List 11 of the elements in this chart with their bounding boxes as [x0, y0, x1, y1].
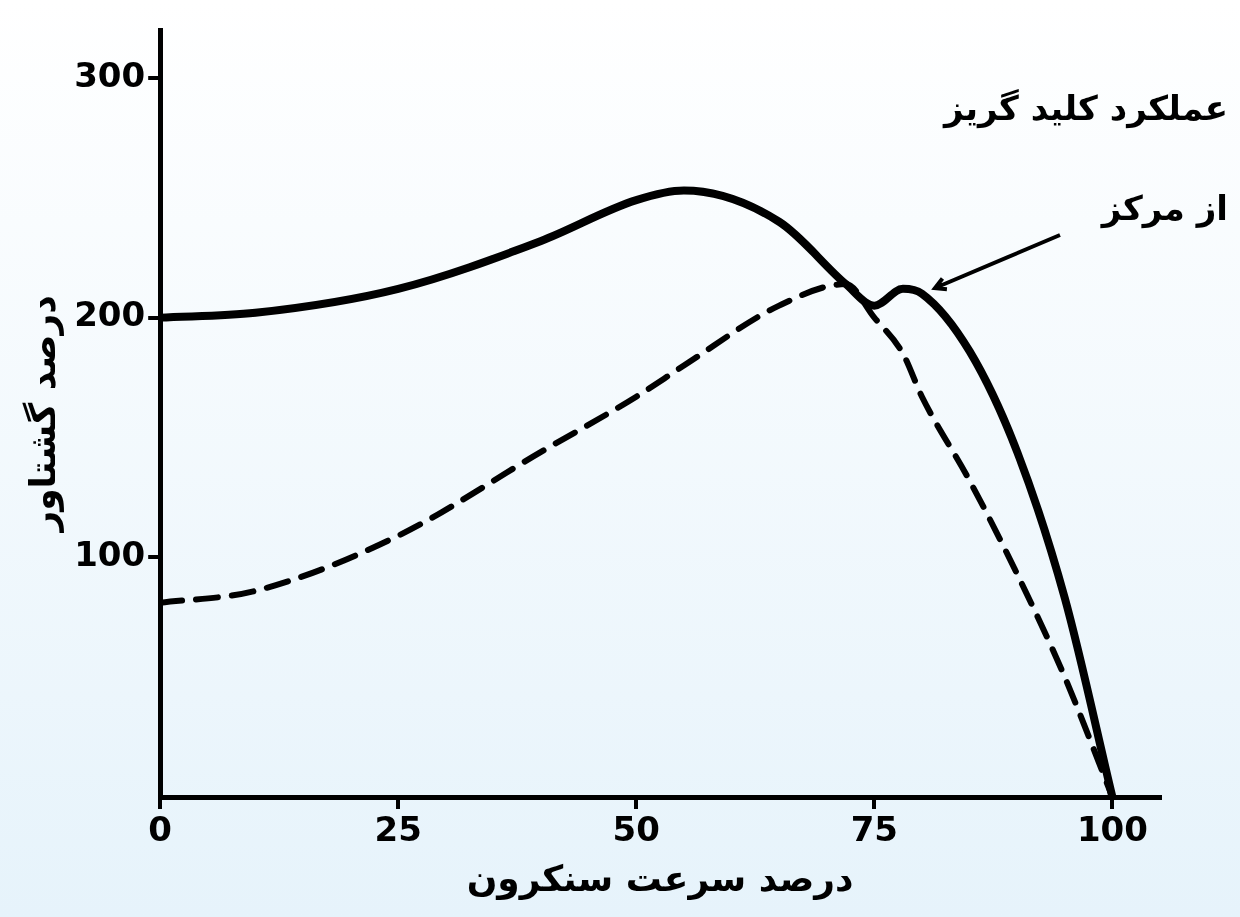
x-tick-label: 75 — [850, 809, 898, 850]
y-tick-label: 300 — [74, 54, 146, 95]
x-tick-label: 0 — [148, 809, 173, 850]
x-tick-label: 100 — [1076, 809, 1148, 850]
y-axis-title: درصد گشتاور — [21, 295, 64, 534]
y-tick-label: 100 — [74, 534, 146, 575]
x-tick-label: 50 — [612, 809, 660, 850]
x-tick-label: 25 — [374, 809, 422, 850]
x-axis-title: درصد سرعت سنکرون — [466, 857, 854, 900]
y-tick-label: 200 — [74, 294, 146, 335]
text: عملکرد کلید گریز از مرکز — [944, 88, 1228, 228]
